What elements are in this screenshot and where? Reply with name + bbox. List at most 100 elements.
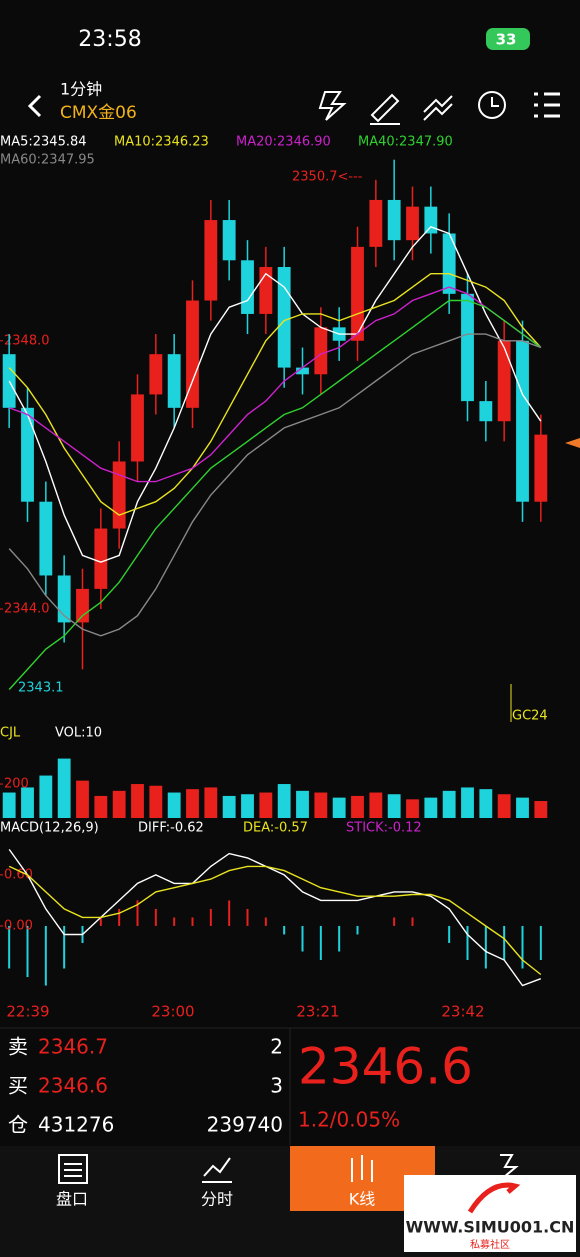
candle-body: [21, 407, 34, 502]
clock-icon[interactable]: [478, 91, 506, 119]
diff-line: [8, 848, 542, 987]
volume-bar: [186, 789, 199, 818]
candle-body: [222, 220, 236, 261]
candle-body: [534, 434, 548, 502]
buy-label: 买: [8, 1074, 28, 1098]
volume-bar: [167, 792, 181, 818]
position-label: 仓: [8, 1113, 28, 1137]
ma5-label: MA5:2345.84: [0, 135, 87, 150]
candle-body: [442, 233, 456, 294]
tab-label[interactable]: 盘口: [56, 1190, 88, 1209]
position-a: 431276: [38, 1113, 114, 1137]
volume-bar: [351, 795, 364, 818]
low-label: 2343.1: [18, 681, 64, 696]
dea-label: DEA:-0.57: [243, 821, 308, 836]
candle-body: [149, 354, 163, 395]
position-b: 239740: [207, 1113, 283, 1137]
candle-body: [186, 300, 199, 408]
candle-body: [497, 340, 511, 422]
menu-icon[interactable]: [534, 92, 560, 118]
period: 1分钟: [60, 80, 102, 99]
candle-body: [131, 394, 144, 462]
volume-bar: [2, 792, 16, 818]
vol-value: VOL:10: [55, 726, 102, 741]
volume-bar: [442, 790, 456, 818]
candle-body: [516, 340, 529, 502]
tab-icon: [64, 1154, 519, 1183]
dea-line: [8, 865, 542, 976]
volume-bar: [497, 794, 511, 818]
macd-tick-label: 0.00: [4, 918, 33, 933]
tab-icon: [58, 1154, 88, 1184]
volume-bar: [479, 789, 493, 818]
buy-qty: 3: [270, 1074, 283, 1098]
time-label: 23:00: [151, 1003, 194, 1021]
ma-line: [8, 286, 542, 483]
volume-bar: [387, 794, 401, 818]
volume-bar: [534, 801, 548, 818]
volume-bar: [222, 795, 236, 818]
candle-body: [112, 461, 126, 529]
tab-label[interactable]: 分时: [201, 1190, 233, 1209]
candle-body: [479, 401, 493, 422]
back-button[interactable]: [27, 94, 42, 118]
volume-bar: [314, 792, 328, 818]
candle-body: [241, 260, 254, 314]
y-tick-label: 2348.0: [4, 333, 50, 348]
time-label: 22:39: [6, 1003, 49, 1021]
volume-bar: [296, 790, 309, 818]
volume-bar: [461, 787, 474, 818]
macd-tick-label: 0.60: [4, 867, 33, 882]
candle-body: [369, 199, 383, 247]
ma-line: [8, 225, 542, 563]
candle-body: [204, 220, 218, 301]
candle-body: [461, 293, 474, 402]
volume-bar: [406, 799, 419, 818]
ma40-label: MA40:2347.90: [358, 135, 453, 150]
vol-tick-label: 200: [4, 777, 29, 792]
contract-label: GC24: [512, 709, 548, 724]
sell-price: 2346.7: [38, 1035, 108, 1059]
ma-line: [8, 299, 542, 690]
flash-icon[interactable]: [318, 91, 347, 121]
volume-bar: [204, 787, 218, 818]
volume-bar: [259, 792, 273, 818]
buy-price: 2346.6: [38, 1074, 108, 1098]
candle-body: [296, 367, 309, 375]
candle-body: [57, 575, 71, 623]
volume-bar: [369, 792, 383, 818]
indicator-icon[interactable]: [423, 95, 453, 121]
candle-body: [39, 501, 53, 576]
candle-body: [94, 528, 108, 589]
candle-body: [277, 267, 291, 368]
volume-bar: [39, 775, 53, 818]
candle-body: [424, 206, 438, 234]
volume-bar: [76, 780, 89, 818]
candle-body: [2, 354, 16, 408]
symbol[interactable]: CMX金06: [60, 103, 137, 123]
volume-bar: [332, 797, 346, 818]
time-label: 23:21: [296, 1003, 339, 1021]
watermark-logo: [467, 1182, 521, 1214]
price-pointer: [565, 438, 580, 448]
draw-icon[interactable]: [370, 93, 400, 125]
watermark-url: WWW.SIMU001.CN: [406, 1218, 575, 1237]
change: 1.2/0.05%: [298, 1108, 400, 1132]
volume-bar: [112, 790, 126, 818]
vol-title: CJL: [0, 726, 21, 741]
volume-bar: [57, 758, 71, 818]
sell-label: 卖: [8, 1035, 28, 1059]
volume-bar: [21, 787, 34, 818]
time-label: 23:42: [441, 1003, 484, 1021]
candle-body: [314, 327, 328, 375]
last-price: 2346.6: [298, 1038, 473, 1096]
diff-label: DIFF:-0.62: [138, 821, 204, 836]
ma10-label: MA10:2346.23: [114, 135, 209, 150]
battery: [486, 28, 530, 50]
tab-label[interactable]: K线: [349, 1190, 376, 1209]
kline-chart: 2348.0 2344.0 200 0.60 0.00: [0, 159, 548, 987]
volume-bar: [94, 795, 108, 818]
volume-bar: [277, 784, 291, 818]
